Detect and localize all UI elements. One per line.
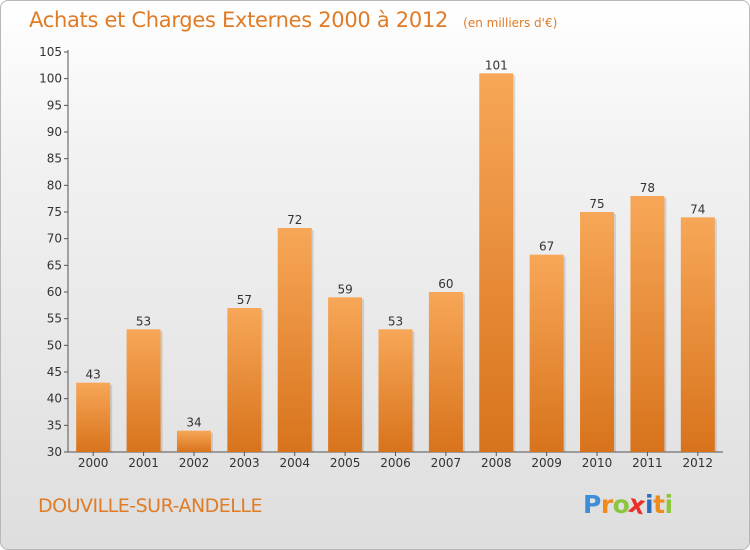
proxiti-logo[interactable]: Proxiti [583, 489, 674, 521]
x-tick-label: 2005 [330, 456, 361, 470]
bar-2012[interactable] [680, 217, 715, 452]
x-tick-label: 2003 [229, 456, 260, 470]
y-tick-label: 40 [47, 392, 62, 406]
data-labels-group: 43 53 34 57 72 59 53 60 101 67 75 78 74 [86, 58, 706, 429]
commune-name: DOUVILLE-SUR-ANDELLE [38, 495, 262, 517]
y-tick-label: 80 [47, 178, 62, 192]
y-tick-label: 45 [47, 365, 62, 379]
y-tick-label: 35 [47, 418, 62, 432]
y-tick-label: 60 [47, 285, 62, 299]
x-tick-label: 2007 [431, 456, 462, 470]
y-tick-label: 85 [47, 152, 62, 166]
logo-letter: i [645, 490, 654, 519]
bar-2002[interactable] [176, 430, 211, 452]
bar-2004[interactable] [277, 228, 312, 452]
data-label-2001: 53 [136, 314, 151, 328]
data-label-2008: 101 [485, 58, 508, 72]
bar-2000[interactable] [76, 382, 111, 452]
y-tick-label: 65 [47, 258, 62, 272]
chart-title: Achats et Charges Externes 2000 à 2012 [29, 8, 449, 32]
data-label-2003: 57 [237, 293, 252, 307]
data-label-2010: 75 [589, 197, 604, 211]
x-tick-label: 2010 [582, 456, 613, 470]
bar-2008[interactable] [479, 73, 514, 452]
bar-2009[interactable] [529, 254, 564, 452]
y-tick-label: 75 [47, 205, 62, 219]
data-label-2009: 67 [539, 240, 554, 254]
data-label-2002: 34 [186, 416, 201, 430]
y-tick-label: 100 [39, 72, 62, 86]
bar-2001[interactable] [126, 329, 161, 452]
x-tick-label: 2002 [179, 456, 210, 470]
logo-letter: o [612, 490, 630, 519]
title-row: Achats et Charges Externes 2000 à 2012 (… [29, 8, 557, 32]
data-label-2012: 74 [690, 202, 705, 216]
logo-letter: i [664, 490, 674, 519]
data-label-2004: 72 [287, 213, 302, 227]
y-tick-label: 95 [47, 98, 62, 112]
bar-2005[interactable] [328, 297, 363, 452]
logo-letter: t [653, 490, 665, 519]
data-label-2011: 78 [640, 181, 655, 195]
x-tick-label: 2008 [481, 456, 512, 470]
data-label-2007: 60 [438, 277, 453, 291]
bar-2011[interactable] [630, 196, 665, 452]
x-tick-label: 2011 [632, 456, 663, 470]
logo-letter: P [583, 490, 601, 519]
logo-letter: r [600, 490, 613, 519]
y-tick-label: 70 [47, 232, 62, 246]
axes: 30 35 40 45 50 55 60 65 70 75 80 85 90 95 100 105 2000 20… [39, 45, 723, 470]
y-tick-label: 30 [47, 445, 62, 459]
x-tick-label: 2004 [279, 456, 310, 470]
x-tick-label: 2012 [683, 456, 714, 470]
bar-2006[interactable] [378, 329, 413, 452]
bar-2003[interactable] [227, 308, 262, 452]
y-tick-label: 55 [47, 312, 62, 326]
x-tick-label: 2000 [78, 456, 109, 470]
chart-subtitle: (en milliers d'€) [463, 16, 558, 30]
data-label-2005: 59 [337, 282, 352, 296]
x-tick-label: 2006 [380, 456, 411, 470]
x-tick-label: 2001 [128, 456, 159, 470]
data-label-2000: 43 [86, 368, 101, 382]
y-tick-label: 105 [39, 45, 62, 59]
bar-2010[interactable] [580, 212, 615, 452]
y-tick-label: 50 [47, 338, 62, 352]
y-tick-label: 90 [47, 125, 62, 139]
x-tick-label: 2009 [531, 456, 562, 470]
bars-group [76, 73, 717, 452]
bar-2007[interactable] [428, 292, 463, 452]
data-label-2006: 53 [388, 314, 403, 328]
